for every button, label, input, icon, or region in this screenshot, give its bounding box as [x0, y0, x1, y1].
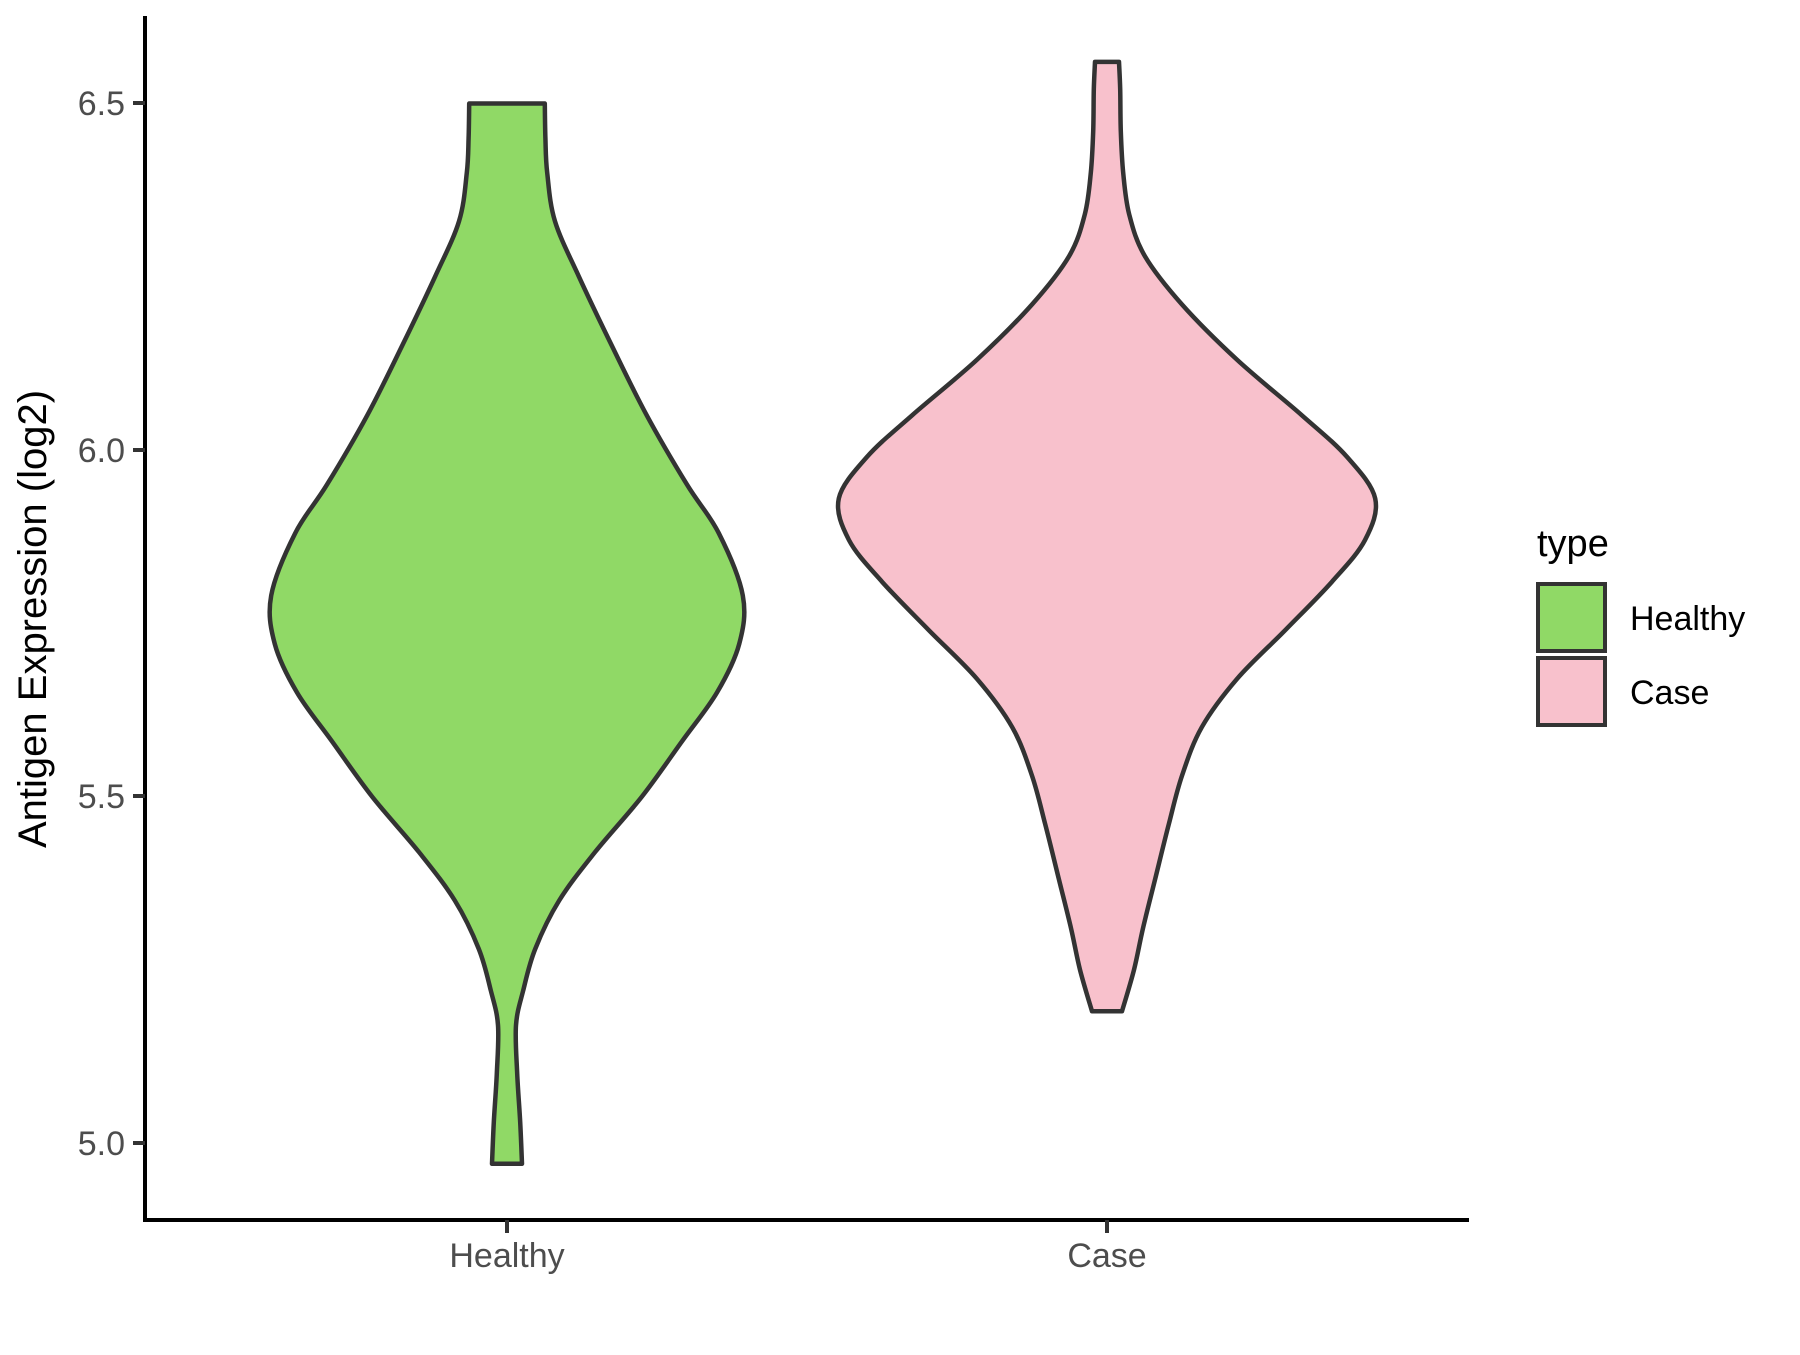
legend-label-case: Case [1630, 674, 1709, 712]
legend: type Healthy Case [1536, 523, 1745, 727]
x-tick-label-healthy: Healthy [449, 1237, 564, 1275]
y-tick-label-6-5: 6.5 [78, 85, 125, 123]
legend-label-healthy: Healthy [1630, 600, 1745, 638]
y-tick-label-6-0: 6.0 [78, 432, 125, 470]
legend-swatch-healthy [1536, 582, 1607, 653]
legend-key-case: Case [1536, 656, 1709, 727]
x-tick-label-case: Case [1067, 1237, 1146, 1275]
legend-key-healthy: Healthy [1536, 582, 1745, 653]
violin-healthy [267, 101, 747, 1167]
y-tick-label-5-5: 5.5 [78, 778, 125, 816]
x-axis-ticks: Healthy Case [449, 1220, 1147, 1275]
y-tick-label-5-0: 5.0 [78, 1125, 125, 1163]
legend-title: type [1537, 523, 1609, 565]
legend-swatch-case [1536, 656, 1607, 727]
y-axis-ticks: 6.5 6.0 5.5 5.0 [78, 85, 145, 1163]
y-axis-title: Antigen Expression (log2) [11, 390, 55, 848]
violin-case [835, 59, 1379, 1014]
